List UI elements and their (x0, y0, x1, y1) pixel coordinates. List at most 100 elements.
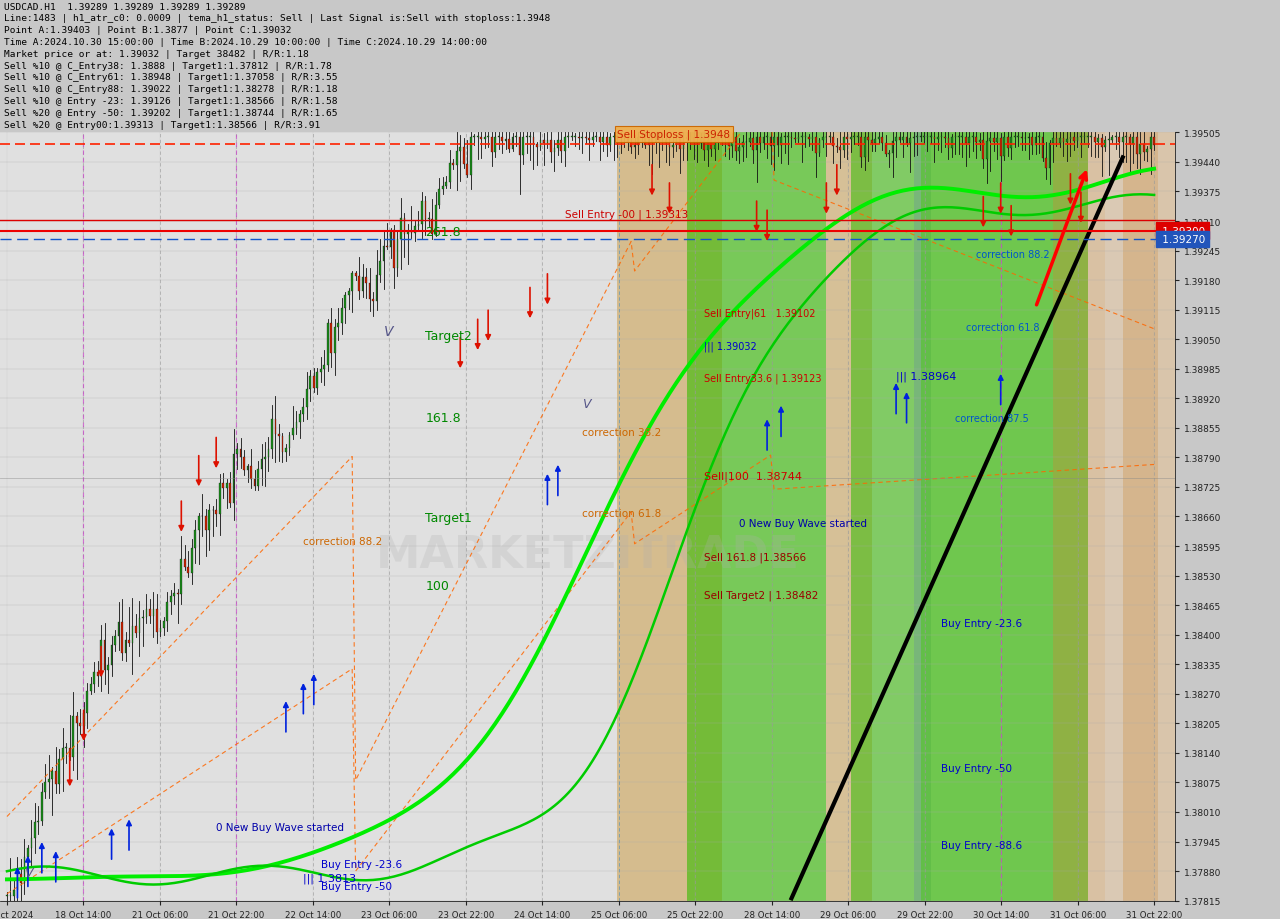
Bar (512, 138, 513, 150)
Bar (609, 138, 611, 146)
Bar (1121, 138, 1124, 142)
Bar (707, 142, 709, 151)
Bar (79, 723, 81, 727)
Bar (180, 559, 182, 595)
Bar (344, 296, 346, 309)
Bar (247, 467, 248, 471)
Bar (644, 138, 646, 145)
Text: Buy Entry -23.6: Buy Entry -23.6 (941, 618, 1023, 628)
Bar (652, 139, 653, 142)
Bar (1101, 139, 1102, 148)
Bar (1052, 139, 1053, 143)
Text: USDCAD.H1  1.39289 1.39289 1.39289 1.39289
Line:1483 | h1_atr_c0: 0.0009 | tema_: USDCAD.H1 1.39289 1.39289 1.39289 1.3928… (4, 3, 613, 142)
Bar (233, 454, 234, 504)
Bar (69, 748, 70, 757)
Bar (229, 483, 230, 504)
Bar (1149, 138, 1152, 150)
Bar (986, 142, 988, 160)
Bar (456, 152, 458, 166)
Bar (300, 414, 301, 422)
Bar (945, 138, 946, 140)
Text: Buy Entry -50: Buy Entry -50 (321, 881, 392, 891)
Bar (338, 323, 339, 328)
Bar (170, 596, 172, 602)
Bar (680, 138, 681, 150)
Bar (372, 300, 374, 301)
Bar (174, 593, 175, 596)
Bar (470, 138, 471, 176)
Bar (1000, 139, 1001, 156)
Text: 0 New Buy Wave started: 0 New Buy Wave started (216, 823, 344, 833)
Bar (1147, 150, 1148, 153)
Bar (1106, 133, 1157, 901)
Bar (704, 138, 705, 151)
Bar (634, 145, 635, 148)
Bar (484, 138, 485, 140)
Bar (1007, 138, 1009, 149)
Bar (421, 201, 422, 225)
Bar (306, 390, 307, 408)
Bar (591, 138, 594, 141)
Bar (728, 138, 730, 146)
Bar (355, 274, 357, 278)
Bar (1143, 144, 1144, 153)
Bar (198, 516, 200, 531)
Bar (851, 133, 920, 901)
Bar (850, 138, 851, 140)
Text: Sell Entry|61   1.39102: Sell Entry|61 1.39102 (704, 308, 815, 319)
Bar (369, 284, 370, 300)
Bar (490, 138, 493, 153)
Text: correction 88.2: correction 88.2 (977, 250, 1050, 260)
Bar (585, 138, 586, 139)
Bar (449, 164, 451, 183)
Bar (508, 140, 509, 150)
Bar (717, 138, 719, 142)
Bar (522, 138, 524, 156)
Bar (627, 138, 628, 142)
Bar (864, 138, 865, 158)
Bar (1066, 140, 1068, 142)
Bar (35, 823, 36, 838)
Bar (687, 133, 827, 901)
Bar (61, 748, 64, 759)
Text: MARKETZITRADE: MARKETZITRADE (375, 534, 800, 577)
Bar (138, 618, 141, 633)
Bar (739, 148, 740, 152)
Bar (45, 782, 46, 792)
Bar (808, 138, 810, 141)
Bar (777, 138, 778, 146)
Bar (975, 138, 977, 142)
Bar (937, 138, 938, 140)
Bar (358, 278, 360, 291)
Bar (735, 138, 736, 152)
Bar (442, 187, 444, 190)
Bar (759, 138, 762, 143)
Bar (215, 510, 218, 515)
Text: V: V (582, 398, 591, 411)
Bar (840, 148, 841, 151)
Bar (1048, 143, 1051, 169)
Text: Sell Entry -00 | 1.39313: Sell Entry -00 | 1.39313 (564, 209, 689, 220)
Bar (543, 141, 545, 144)
Bar (1135, 138, 1138, 154)
Bar (874, 140, 876, 144)
Bar (431, 220, 433, 234)
Bar (536, 144, 538, 148)
Bar (666, 141, 667, 144)
Bar (658, 138, 660, 142)
Bar (27, 848, 28, 857)
Bar (933, 138, 936, 140)
Bar (20, 874, 22, 883)
Text: correction 87.5: correction 87.5 (955, 414, 1029, 424)
Bar (769, 138, 772, 147)
Text: 1.39300: 1.39300 (1160, 226, 1206, 236)
Bar (122, 622, 123, 653)
Bar (407, 233, 408, 234)
Bar (261, 460, 262, 470)
Bar (1139, 144, 1140, 154)
Bar (832, 138, 835, 147)
Bar (271, 419, 273, 449)
Bar (710, 142, 712, 150)
Bar (899, 138, 900, 141)
Bar (156, 609, 157, 632)
